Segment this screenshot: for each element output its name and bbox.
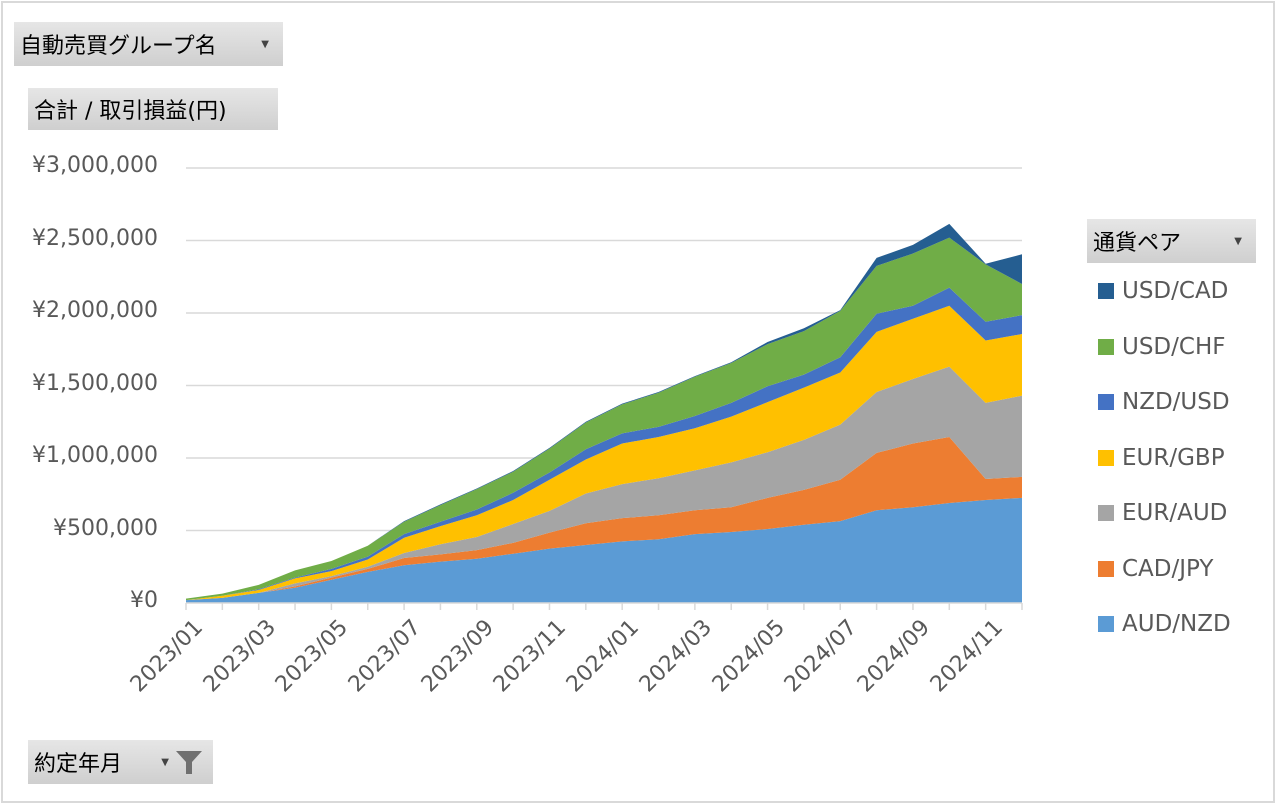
dropdown-arrow-icon[interactable]: ▼ [161, 756, 169, 768]
legend-item[interactable]: CAD/JPY [1098, 556, 1213, 582]
legend-item[interactable]: USD/CAD [1098, 278, 1228, 304]
axis-field-label: 約定年月 [34, 752, 123, 777]
y-tick-label: ¥2,000,000 [32, 298, 158, 323]
legend-item[interactable]: NZD/USD [1098, 389, 1230, 415]
legend-label: USD/CHF [1122, 333, 1226, 360]
y-tick-label: ¥500,000 [53, 515, 158, 541]
filter-funnel-icon[interactable] [175, 748, 203, 776]
legend-label: NZD/USD [1122, 389, 1230, 415]
axis-field-button-trade-month[interactable]: 約定年月 ▼ [28, 740, 213, 784]
y-tick-label: ¥0 [130, 588, 158, 613]
legend-label: CAD/JPY [1122, 555, 1214, 582]
filter-field-label: 自動売買グループ名 [20, 34, 217, 59]
legend-swatch [1098, 616, 1114, 632]
y-tick-label: ¥3,000,000 [32, 153, 158, 178]
legend-label: AUD/NZD [1122, 611, 1231, 637]
legend-swatch [1098, 338, 1114, 355]
dropdown-arrow-icon[interactable]: ▼ [261, 38, 269, 50]
legend-field-label: 通貨ペア [1093, 231, 1182, 256]
legend-swatch [1098, 505, 1114, 521]
y-tick-label: ¥2,500,000 [32, 225, 158, 251]
y-tick-label: ¥1,000,000 [32, 443, 158, 468]
legend-swatch [1098, 283, 1114, 299]
legend-swatch [1098, 394, 1114, 410]
legend-item[interactable]: USD/CHF [1098, 334, 1225, 360]
dropdown-arrow-icon[interactable]: ▼ [1234, 235, 1242, 247]
legend-item[interactable]: EUR/AUD [1098, 500, 1227, 526]
legend-item[interactable]: EUR/GBP [1098, 445, 1225, 471]
legend-label: EUR/AUD [1122, 500, 1228, 526]
value-field-label: 合計 / 取引損益(円) [34, 99, 227, 124]
legend-label: USD/CAD [1122, 278, 1229, 304]
value-field-button[interactable]: 合計 / 取引損益(円) [28, 88, 278, 130]
filter-field-button-auto-trade-group[interactable]: 自動売買グループ名 ▼ [14, 22, 283, 66]
y-tick-label: ¥1,500,000 [32, 370, 158, 396]
legend-label: EUR/GBP [1122, 444, 1225, 471]
legend-swatch [1098, 560, 1114, 577]
legend-item[interactable]: AUD/NZD [1098, 611, 1231, 637]
legend-field-button-currency-pair[interactable]: 通貨ペア ▼ [1087, 219, 1256, 263]
legend-swatch [1098, 449, 1114, 466]
